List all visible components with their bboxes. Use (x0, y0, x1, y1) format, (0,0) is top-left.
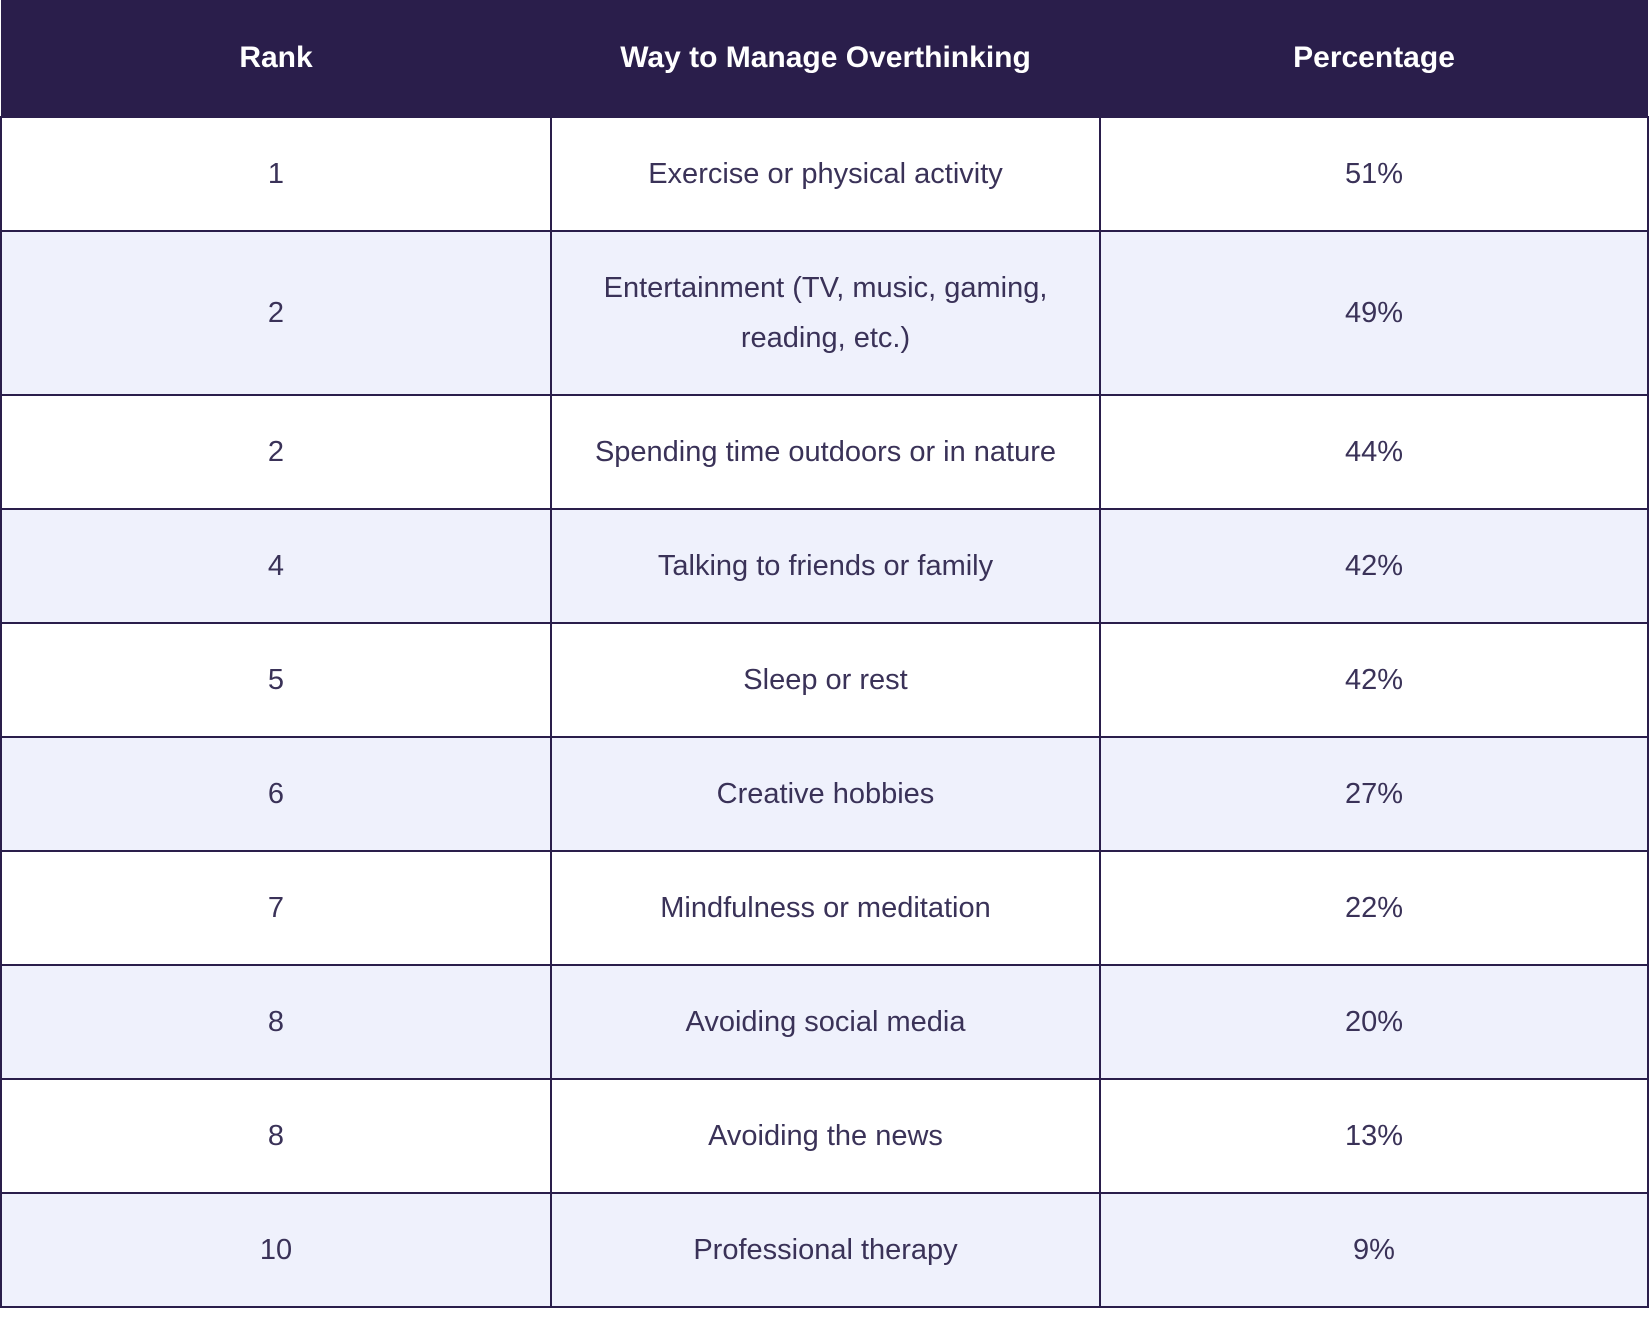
way-cell: Spending time outdoors or in nature (550, 394, 1101, 510)
percentage-cell: 27% (1099, 736, 1649, 852)
header-rank: Rank (1, 0, 551, 117)
way-cell: Sleep or rest (550, 622, 1101, 738)
way-cell: Exercise or physical activity (550, 116, 1101, 232)
rank-cell: 8 (0, 964, 552, 1080)
rank-cell: 10 (0, 1192, 552, 1308)
way-cell: Avoiding the news (550, 1078, 1101, 1194)
way-cell: Mindfulness or meditation (550, 850, 1101, 966)
percentage-cell: 42% (1099, 508, 1649, 624)
rank-cell: 5 (0, 622, 552, 738)
way-cell: Creative hobbies (550, 736, 1101, 852)
rank-cell: 6 (0, 736, 552, 852)
rank-cell: 7 (0, 850, 552, 966)
way-cell: Avoiding social media (550, 964, 1101, 1080)
rank-cell: 8 (0, 1078, 552, 1194)
table-row: 7 Mindfulness or meditation 22% (0, 850, 1649, 966)
header-percentage: Percentage (1100, 0, 1648, 117)
percentage-cell: 9% (1099, 1192, 1649, 1308)
percentage-cell: 42% (1099, 622, 1649, 738)
table-row: 8 Avoiding social media 20% (0, 964, 1649, 1080)
table-row: 2 Entertainment (TV, music, gaming, readi… (0, 230, 1649, 396)
way-cell: Entertainment (TV, music, gaming, readin… (550, 230, 1101, 396)
way-cell: Talking to friends or family (550, 508, 1101, 624)
table-row: 4 Talking to friends or family 42% (0, 508, 1649, 624)
rank-cell: 2 (0, 394, 552, 510)
rank-cell: 1 (0, 116, 552, 232)
percentage-cell: 44% (1099, 394, 1649, 510)
percentage-cell: 22% (1099, 850, 1649, 966)
way-cell: Professional therapy (550, 1192, 1101, 1308)
percentage-cell: 51% (1099, 116, 1649, 232)
percentage-cell: 20% (1099, 964, 1649, 1080)
percentage-cell: 49% (1099, 230, 1649, 396)
table-row: 6 Creative hobbies 27% (0, 736, 1649, 852)
rank-cell: 4 (0, 508, 552, 624)
header-row: Rank Way to Manage Overthinking Percenta… (1, 0, 1648, 117)
header-way: Way to Manage Overthinking (551, 0, 1100, 117)
rank-cell: 2 (0, 230, 552, 396)
table-row: 5 Sleep or rest 42% (0, 622, 1649, 738)
table-row: 8 Avoiding the news 13% (0, 1078, 1649, 1194)
table-row: 2 Spending time outdoors or in nature 44% (0, 394, 1649, 510)
table-row: 10 Professional therapy 9% (0, 1192, 1649, 1308)
table-row: 1 Exercise or physical activity 51% (0, 116, 1649, 232)
percentage-cell: 13% (1099, 1078, 1649, 1194)
